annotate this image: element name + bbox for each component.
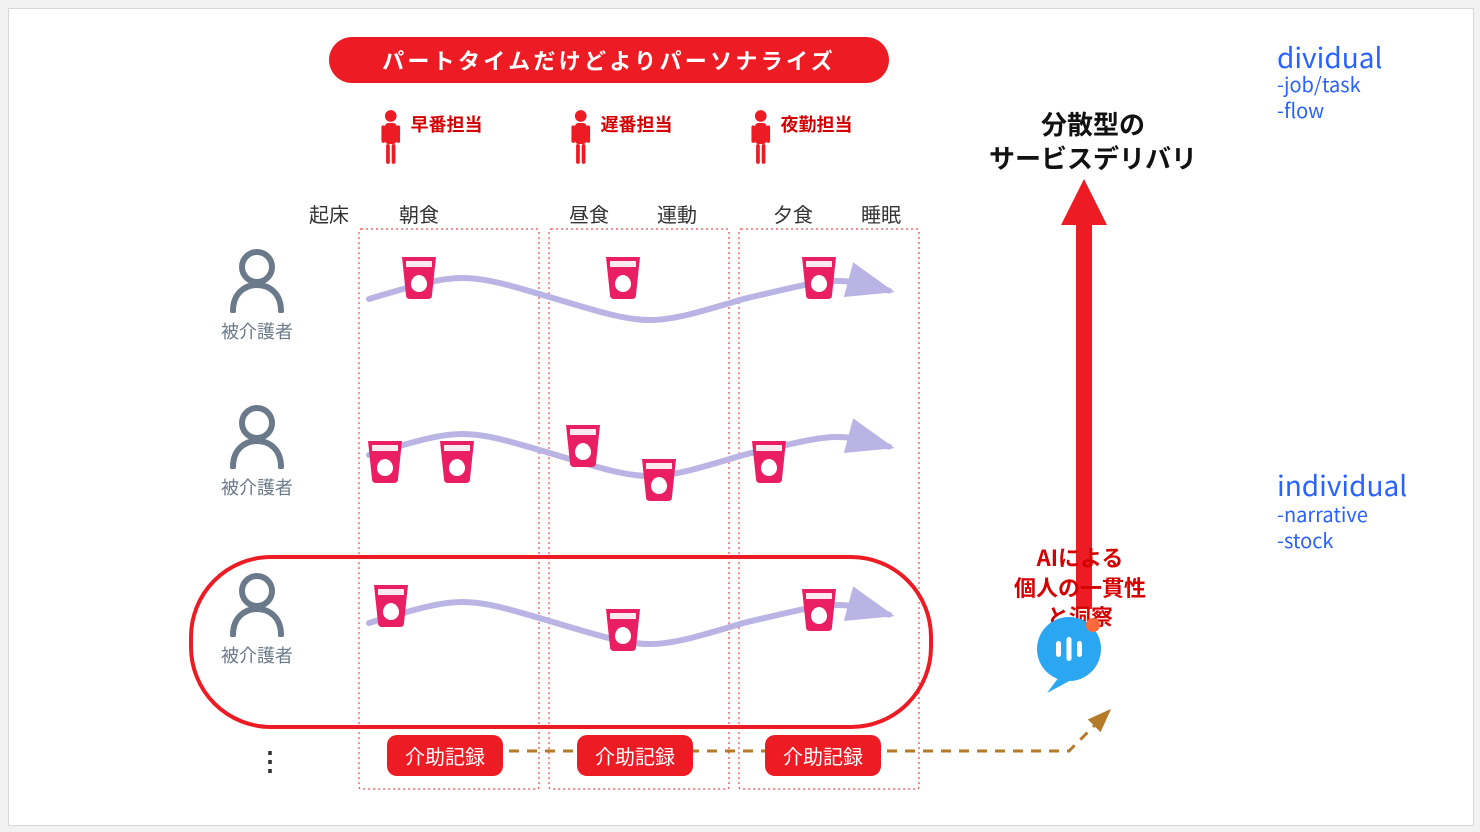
dist-heading-line-1: 分散型の: [1041, 105, 1145, 142]
care-receiver-icon: [225, 401, 289, 469]
ellipsis-icon: ⋮: [257, 741, 283, 778]
care-record-0: 介助記録: [387, 735, 503, 776]
care-record-1: 介助記録: [577, 735, 693, 776]
dividual-sub-2: -flow: [1277, 95, 1324, 124]
individual-sub-2: -stock: [1277, 525, 1333, 554]
individual-sub-1: -narrative: [1277, 499, 1368, 528]
dividual-sub-1: -job/task: [1277, 69, 1361, 98]
care-receiver-label: 被介護者: [207, 318, 307, 344]
care-receiver-label: 被介護者: [207, 474, 307, 500]
care-receiver-0: 被介護者: [207, 245, 307, 344]
ai-heading-line-1: AIによる: [1037, 541, 1124, 573]
care-receiver-2: 被介護者: [207, 569, 307, 668]
dividual-subs: -job/task -flow: [1277, 71, 1361, 123]
care-receiver-1: 被介護者: [207, 401, 307, 500]
care-receiver-label: 被介護者: [207, 642, 307, 668]
ai-chat-icon: [1025, 605, 1113, 698]
care-record-2: 介助記録: [765, 735, 881, 776]
ai-heading-line-2: 個人の一貫性: [1014, 571, 1146, 603]
care-receiver-icon: [225, 245, 289, 313]
dist-heading-line-2: サービスデリバリ: [989, 139, 1197, 176]
care-receiver-icon: [225, 569, 289, 637]
diagram-canvas: パートタイムだけどよりパーソナライズ 早番担当 遅番担当 夜勤担当 起床 朝食 …: [8, 8, 1474, 826]
individual-subs: -narrative -stock: [1277, 501, 1368, 553]
distributed-delivery-heading: 分散型の サービスデリバリ: [989, 107, 1197, 175]
